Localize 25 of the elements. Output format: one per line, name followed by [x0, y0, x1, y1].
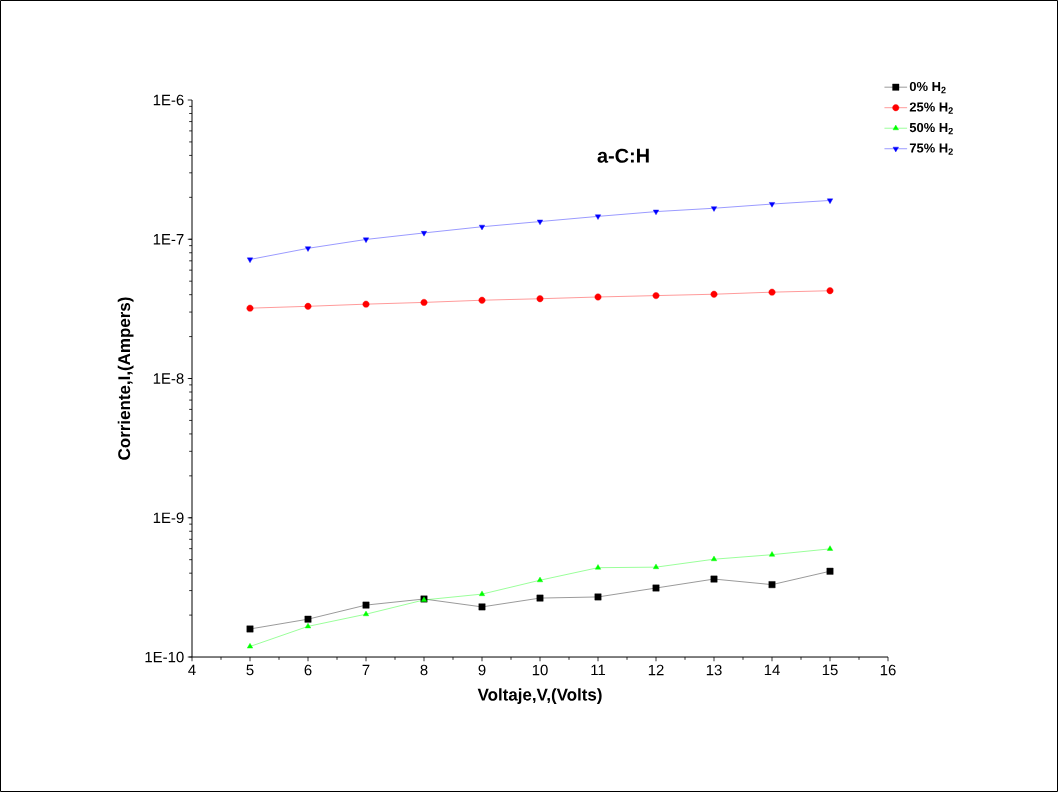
x-tick-label: 11: [591, 664, 606, 676]
text: a-C:H: [597, 148, 649, 163]
x-tick-label: 10: [532, 664, 548, 676]
legend-label: 25% H$_{2}$: [909, 102, 953, 114]
x-tick-label: 13: [706, 664, 722, 676]
legend-label: 0% H$_{2}$: [909, 81, 946, 94]
x-tick-label: 9: [478, 664, 486, 676]
y-tick-label: 1E-10: [145, 651, 184, 663]
y-tick-label: 1E-9: [153, 512, 184, 524]
x-tick-label: 5: [246, 664, 254, 676]
legend-label: 75% H$_{2}$: [909, 143, 953, 155]
legend-label: 50% H$_{2}$: [909, 122, 953, 135]
x-tick-label: 8: [420, 664, 428, 676]
x-tick-label: 14: [764, 664, 780, 676]
x-tick-label: 6: [304, 664, 312, 676]
x-tick-label: 4: [188, 664, 196, 676]
y-tick-label: 1E-6: [153, 94, 184, 106]
x-axis-title: Voltaje,V,(Volts): [477, 688, 602, 704]
y-tick-label: 1E-8: [153, 373, 184, 384]
y-axis-title: Corriente,I,(Ampers): [117, 297, 134, 460]
x-tick-label: 15: [822, 664, 838, 676]
x-tick-label: 7: [362, 664, 370, 676]
y-tick-label: 1E-7: [153, 234, 184, 245]
x-tick-label: 16: [880, 664, 896, 676]
x-tick-label: 12: [648, 664, 664, 676]
